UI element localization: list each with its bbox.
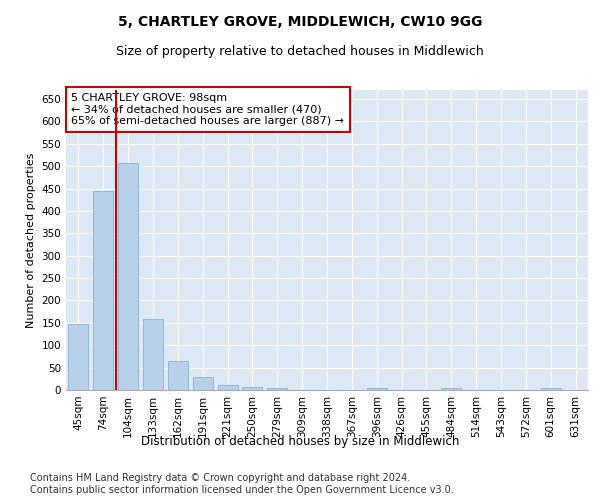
Bar — [242, 387, 262, 390]
Bar — [143, 320, 163, 390]
Bar — [268, 388, 287, 390]
Bar — [94, 190, 113, 390]
Bar — [118, 163, 138, 390]
Y-axis label: Number of detached properties: Number of detached properties — [26, 152, 36, 328]
Text: Contains HM Land Registry data © Crown copyright and database right 2024.
Contai: Contains HM Land Registry data © Crown c… — [30, 474, 454, 495]
Bar — [68, 324, 88, 390]
Bar — [541, 388, 560, 390]
Text: Distribution of detached houses by size in Middlewich: Distribution of detached houses by size … — [141, 435, 459, 448]
Text: Size of property relative to detached houses in Middlewich: Size of property relative to detached ho… — [116, 45, 484, 58]
Bar — [442, 388, 461, 390]
Bar — [168, 361, 188, 390]
Bar — [193, 376, 212, 390]
Bar — [367, 388, 386, 390]
Text: 5, CHARTLEY GROVE, MIDDLEWICH, CW10 9GG: 5, CHARTLEY GROVE, MIDDLEWICH, CW10 9GG — [118, 15, 482, 29]
Text: 5 CHARTLEY GROVE: 98sqm
← 34% of detached houses are smaller (470)
65% of semi-d: 5 CHARTLEY GROVE: 98sqm ← 34% of detache… — [71, 93, 344, 126]
Bar — [218, 384, 238, 390]
